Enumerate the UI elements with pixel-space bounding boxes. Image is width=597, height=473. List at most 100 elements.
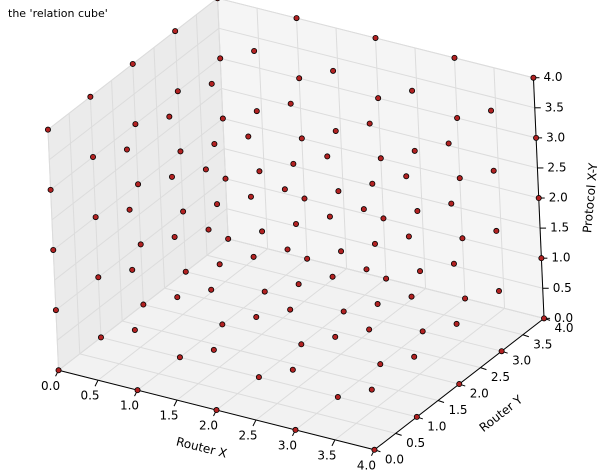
point <box>372 34 379 41</box>
x-tick-label: 1.5 <box>159 409 178 423</box>
point <box>168 173 175 180</box>
point <box>177 148 184 155</box>
point <box>530 74 537 81</box>
point <box>50 246 57 253</box>
point <box>296 75 303 82</box>
point <box>131 326 138 333</box>
point <box>304 255 311 262</box>
y-tick-label: 4.0 <box>554 321 573 335</box>
point <box>417 268 424 275</box>
point <box>377 361 384 368</box>
x-tick-label: 3.0 <box>278 438 297 452</box>
tick-mark <box>94 379 99 387</box>
point <box>129 60 136 67</box>
point <box>219 321 226 328</box>
point <box>366 326 373 333</box>
grid-line <box>221 87 538 169</box>
z-tick-label: 3.0 <box>546 130 565 144</box>
point <box>126 206 133 213</box>
point <box>414 208 421 215</box>
point <box>409 87 416 94</box>
point <box>261 288 268 295</box>
point <box>123 146 130 153</box>
z-tick-label: 1.0 <box>551 251 570 265</box>
x-tick-label: 3.5 <box>317 448 336 462</box>
x-tick-label: 0.5 <box>80 389 99 403</box>
point <box>332 333 339 340</box>
point <box>202 166 209 173</box>
grid-line <box>224 148 541 229</box>
grid-line <box>79 353 396 434</box>
point <box>419 328 426 335</box>
point <box>340 308 347 315</box>
point <box>132 121 139 128</box>
point <box>462 295 469 302</box>
point <box>135 181 142 188</box>
x-tick-label: 4.0 <box>357 458 376 472</box>
point <box>368 386 375 393</box>
point <box>293 15 300 22</box>
point <box>208 80 215 87</box>
x-tick-label: 2.5 <box>238 428 257 442</box>
point <box>366 120 373 127</box>
point <box>205 226 212 233</box>
point <box>411 353 418 360</box>
point <box>292 220 299 227</box>
point <box>180 208 187 215</box>
point <box>129 266 136 273</box>
point <box>250 253 257 260</box>
point <box>52 307 59 314</box>
point <box>255 374 262 381</box>
point <box>403 173 410 180</box>
grid-line <box>218 27 535 109</box>
point <box>448 200 455 207</box>
point <box>134 387 141 394</box>
point <box>287 100 294 107</box>
point <box>214 201 221 208</box>
point <box>253 314 260 321</box>
point <box>253 108 260 115</box>
point <box>140 301 147 308</box>
point <box>383 275 390 282</box>
point <box>377 155 384 162</box>
point <box>217 55 224 62</box>
point <box>87 93 94 100</box>
point <box>459 235 466 242</box>
point <box>380 215 387 222</box>
z-tick-label: 0.0 <box>554 311 573 325</box>
point <box>182 268 189 275</box>
point <box>324 153 331 160</box>
point <box>256 168 263 175</box>
point <box>44 126 51 133</box>
point <box>287 306 294 313</box>
grid-line <box>206 254 523 336</box>
point <box>488 107 495 114</box>
point <box>541 315 548 322</box>
grid-line <box>226 208 543 289</box>
point <box>411 147 418 154</box>
point <box>332 127 339 134</box>
tick-mark <box>331 439 336 447</box>
point <box>301 195 308 202</box>
point <box>456 381 463 388</box>
grid-line <box>56 208 228 341</box>
point <box>375 95 382 102</box>
point <box>292 426 299 433</box>
point <box>47 186 54 193</box>
y-tick-label: 3.0 <box>512 354 531 368</box>
point <box>245 133 252 140</box>
point <box>298 135 305 142</box>
point <box>371 240 378 247</box>
point <box>338 248 345 255</box>
point <box>174 88 181 95</box>
point <box>90 153 97 160</box>
point <box>92 214 99 221</box>
point <box>289 366 296 373</box>
point <box>208 286 215 293</box>
point <box>166 113 173 120</box>
point <box>326 213 333 220</box>
point <box>216 261 223 268</box>
point <box>495 288 502 295</box>
grid-line <box>51 88 222 221</box>
